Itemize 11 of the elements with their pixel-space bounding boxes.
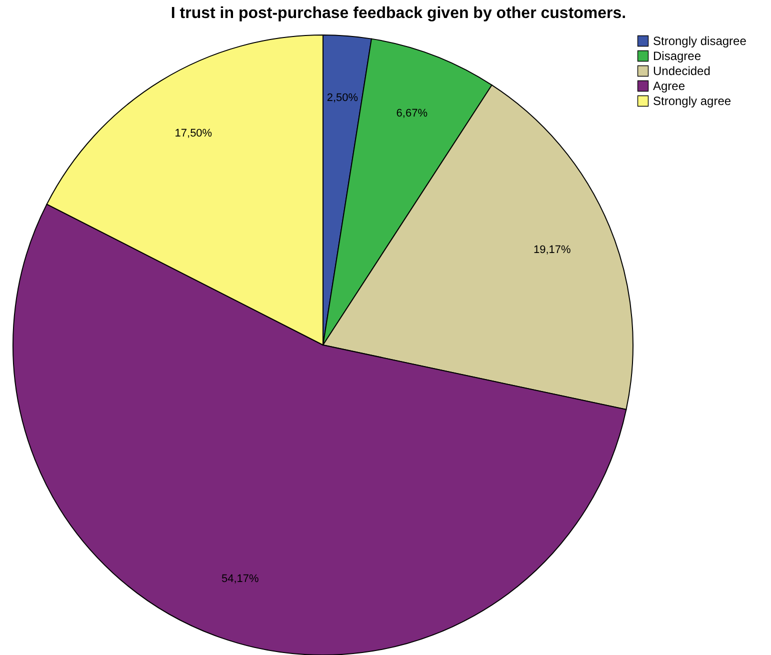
data-label: 54,17% [222, 572, 260, 585]
data-label: 17,50% [174, 128, 212, 140]
legend-label: Agree [653, 79, 686, 93]
legend-label: Strongly agree [653, 94, 732, 108]
data-label: 19,17% [533, 244, 572, 256]
data-label: 2,50% [326, 92, 358, 104]
legend-label: Disagree [653, 49, 702, 63]
legend-label: Strongly disagree [653, 34, 747, 48]
legend-label: Undecided [653, 64, 710, 78]
data-label: 6,67% [396, 107, 428, 120]
chart-title: I trust in post-purchase feedback given by other customers. [170, 5, 626, 22]
